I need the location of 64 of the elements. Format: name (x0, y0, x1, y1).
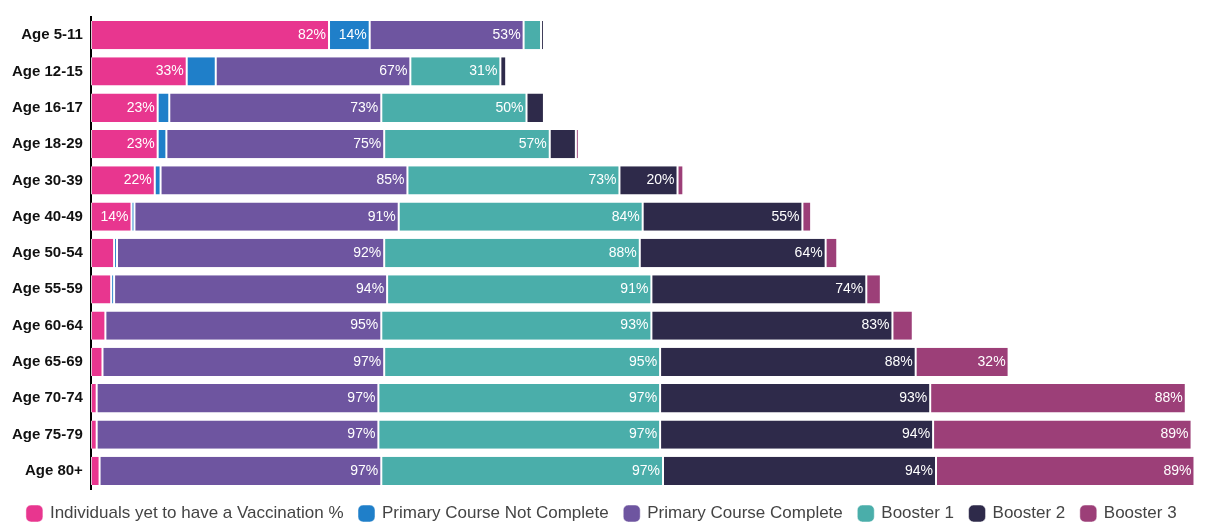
y-tick-label: Age 65-69 (11, 352, 83, 370)
y-tick-label: Age 16-17 (11, 97, 83, 115)
data-label: 91% (367, 207, 396, 224)
data-label: 73% (350, 98, 379, 115)
y-tick-label: Age 40-49 (11, 206, 83, 224)
data-label: 22% (123, 171, 152, 188)
y-tick-label: Age 60-64 (11, 315, 84, 333)
data-label: 14% (338, 26, 367, 43)
data-label: 82% (297, 26, 327, 43)
data-label: 91% (620, 280, 649, 297)
data-label: 93% (899, 389, 928, 406)
legend-label: Individuals yet to have a Vaccination % (49, 503, 344, 523)
data-label: 33% (155, 62, 184, 79)
data-label: 93% (620, 316, 649, 333)
data-label: 89% (1160, 425, 1189, 442)
y-tick-label: Age 5-11 (21, 25, 83, 43)
data-label: 97% (347, 389, 376, 406)
y-tick-label: Age 70-74 (11, 388, 84, 406)
legend-label: Booster 3 (1103, 503, 1177, 523)
legend-label: Primary Course Complete (647, 503, 843, 523)
data-label: 84% (611, 207, 640, 224)
data-label: 53% (492, 26, 521, 43)
data-label: 73% (588, 171, 617, 188)
y-tick-label: Age 50-54 (11, 243, 84, 261)
data-label: 32% (977, 352, 1006, 369)
data-label: 94% (902, 425, 931, 442)
data-label: 23% (126, 98, 155, 115)
y-tick-label: Age 75-79 (11, 424, 83, 442)
data-label: 97% (347, 425, 376, 442)
data-label: 97% (629, 389, 658, 406)
data-label: 97% (629, 425, 658, 442)
data-label: 67% (379, 62, 408, 79)
data-label: 88% (884, 352, 913, 369)
legend-label: Booster 2 (992, 503, 1066, 523)
data-label: 64% (794, 243, 823, 260)
data-label: 50% (495, 98, 524, 115)
y-tick-label: Age 12-15 (11, 61, 83, 79)
data-label: 97% (631, 461, 661, 478)
data-label: 20% (646, 171, 675, 188)
data-label: 89% (1163, 461, 1192, 478)
data-label: 97% (353, 352, 382, 369)
legend-label: Primary Course Not Complete (382, 503, 609, 523)
data-label: 31% (469, 62, 498, 79)
y-tick-label: Age 18-29 (11, 134, 83, 152)
data-label: 94% (356, 280, 385, 297)
data-label: 85% (376, 171, 405, 188)
data-label: 55% (771, 207, 800, 224)
legend-label: Booster 1 (881, 503, 955, 523)
y-tick-label: Age 80+ (24, 460, 84, 478)
data-label: 97% (350, 461, 379, 478)
data-label: 92% (353, 243, 382, 260)
data-label: 23% (126, 134, 155, 151)
y-tick-label: Age 30-39 (11, 170, 83, 188)
data-label: 88% (1154, 389, 1183, 406)
data-label: 74% (835, 280, 864, 297)
y-tick-label: Age 55-59 (11, 279, 83, 297)
data-label: 57% (518, 134, 547, 151)
data-label: 83% (861, 316, 890, 333)
data-label: 14% (100, 207, 129, 224)
data-label: 95% (350, 316, 379, 333)
data-label: 75% (353, 134, 382, 151)
data-label: 95% (629, 352, 658, 369)
data-label: 94% (904, 461, 933, 478)
data-label: 88% (608, 243, 637, 260)
